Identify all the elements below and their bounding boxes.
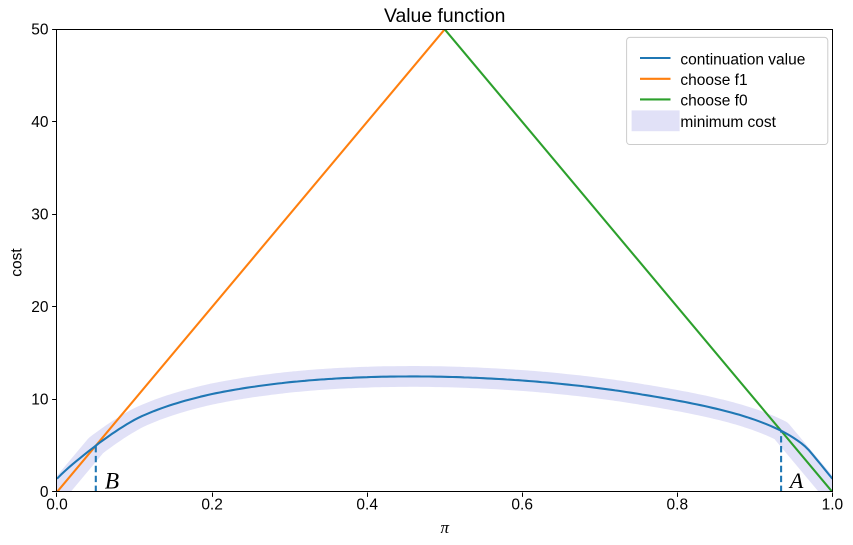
svg-text:Value function: Value function [384,5,505,27]
svg-text:50: 50 [31,21,49,38]
svg-text:0.0: 0.0 [46,496,68,513]
svg-text:minimum cost: minimum cost [680,114,776,131]
svg-text:π: π [441,518,450,537]
svg-text:30: 30 [31,207,49,224]
svg-text:0.8: 0.8 [667,496,689,513]
svg-text:1.0: 1.0 [822,496,844,513]
svg-text:cost: cost [8,248,25,277]
svg-text:20: 20 [31,299,49,316]
svg-text:40: 40 [31,114,49,131]
svg-text:0: 0 [40,484,49,501]
svg-text:0.4: 0.4 [356,496,378,513]
svg-text:B: B [105,469,119,495]
svg-text:choose f1: choose f1 [680,72,747,89]
svg-text:0.2: 0.2 [201,496,223,513]
svg-text:A: A [788,468,804,493]
svg-text:choose f0: choose f0 [680,93,748,110]
svg-text:10: 10 [31,392,49,409]
svg-text:continuation value: continuation value [680,51,805,68]
svg-text:0.6: 0.6 [511,496,533,513]
